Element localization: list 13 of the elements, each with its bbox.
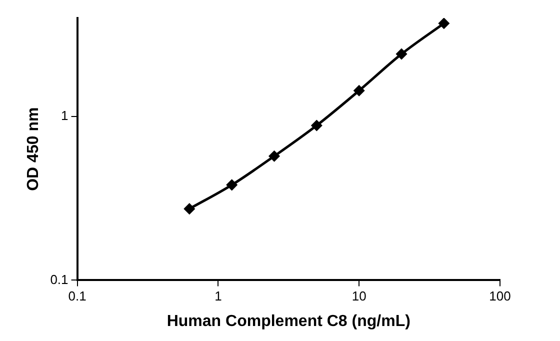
point (184, 204, 195, 214)
point (354, 85, 364, 96)
point (311, 120, 322, 131)
x-tick-label: 100 (489, 288, 511, 304)
x-tick-label: 10 (352, 288, 366, 304)
point (396, 48, 407, 60)
point (438, 18, 450, 29)
x-tick-label: 0.1 (68, 288, 86, 304)
y-axis-title: OD 450 nm (25, 107, 42, 191)
point (226, 180, 238, 190)
x-axis-title: Human Complement C8 (ng/mL) (166, 312, 410, 330)
x-tick-label: 1 (214, 288, 222, 304)
point (269, 150, 280, 162)
